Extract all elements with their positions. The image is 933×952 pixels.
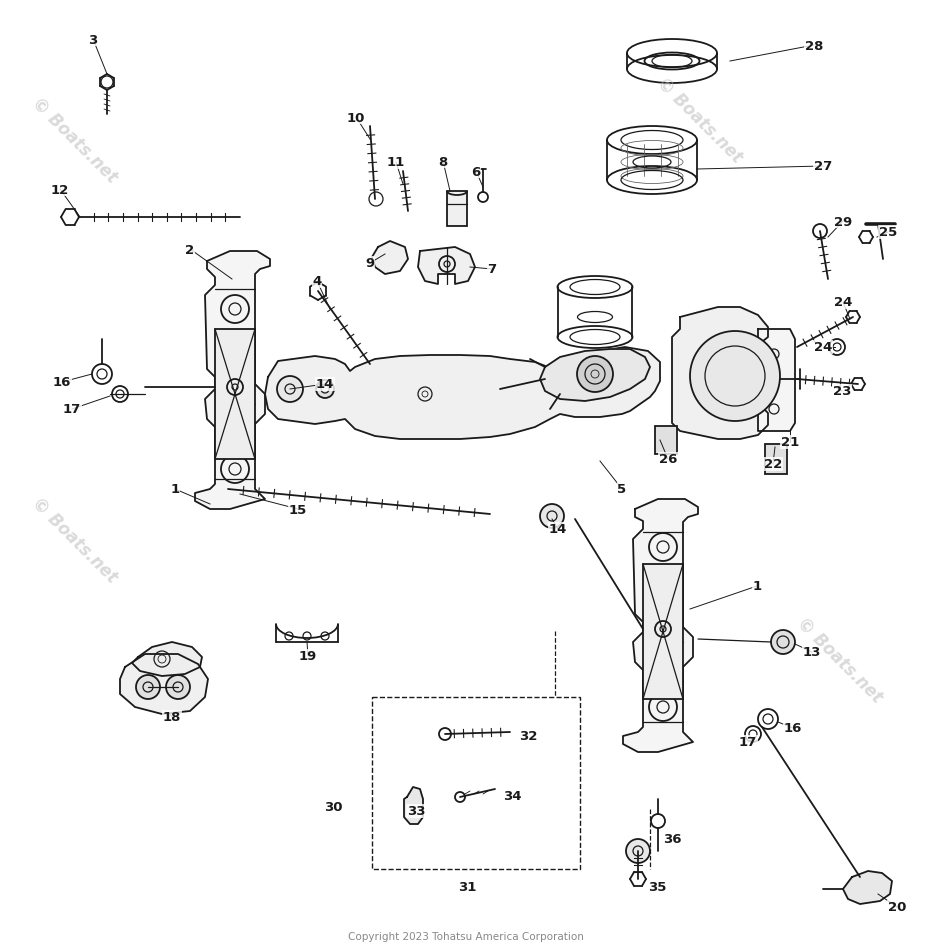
Text: 3: 3	[89, 33, 98, 47]
Circle shape	[136, 675, 160, 700]
Text: 8: 8	[439, 155, 448, 169]
Text: © Boats.net: © Boats.net	[654, 73, 746, 167]
Circle shape	[626, 839, 650, 863]
Bar	[643, 565, 683, 700]
Text: 35: 35	[648, 881, 666, 894]
Polygon shape	[672, 307, 768, 440]
Polygon shape	[195, 251, 270, 509]
Polygon shape	[758, 329, 795, 431]
Text: 5: 5	[618, 483, 627, 496]
Text: 31: 31	[458, 881, 476, 894]
Text: © Boats.net: © Boats.net	[29, 93, 121, 187]
Text: 9: 9	[366, 257, 374, 270]
Text: 2: 2	[186, 244, 195, 256]
Text: 29: 29	[834, 215, 852, 228]
Text: 24: 24	[814, 341, 832, 354]
Text: 1: 1	[171, 483, 179, 496]
Circle shape	[540, 505, 564, 528]
Text: 25: 25	[879, 227, 898, 239]
Text: 20: 20	[888, 901, 906, 914]
Text: 27: 27	[814, 160, 832, 173]
Circle shape	[277, 377, 303, 403]
Text: 36: 36	[662, 833, 681, 845]
Polygon shape	[623, 500, 698, 752]
Polygon shape	[843, 871, 892, 904]
Text: 7: 7	[487, 263, 496, 276]
Text: 6: 6	[471, 166, 480, 178]
Circle shape	[771, 630, 795, 654]
Polygon shape	[132, 643, 202, 676]
Text: 23: 23	[833, 386, 851, 398]
Text: 17: 17	[739, 736, 757, 748]
Text: 18: 18	[163, 711, 181, 724]
Text: 28: 28	[805, 39, 823, 52]
Text: © Boats.net: © Boats.net	[29, 493, 121, 585]
Text: © Boats.net: © Boats.net	[794, 613, 886, 705]
Text: 16: 16	[784, 722, 802, 735]
Text: 33: 33	[407, 804, 425, 818]
Polygon shape	[540, 349, 650, 402]
Text: 11: 11	[387, 156, 405, 169]
Bar	[215, 329, 255, 460]
Circle shape	[316, 381, 334, 399]
Text: 21: 21	[781, 436, 800, 449]
Polygon shape	[265, 347, 660, 440]
Text: 22: 22	[764, 458, 782, 471]
Text: Copyright 2023 Tohatsu America Corporation: Copyright 2023 Tohatsu America Corporati…	[348, 931, 584, 941]
Bar	[765, 445, 787, 474]
Text: 34: 34	[503, 789, 522, 803]
Text: 12: 12	[51, 184, 69, 196]
Circle shape	[577, 357, 613, 392]
Text: 14: 14	[549, 523, 567, 536]
Polygon shape	[404, 787, 423, 824]
Text: 32: 32	[519, 730, 537, 743]
Circle shape	[166, 675, 190, 700]
Text: 4: 4	[313, 275, 322, 288]
Text: 10: 10	[347, 111, 365, 125]
Text: 16: 16	[53, 376, 71, 389]
Bar	[372, 697, 580, 869]
Text: 14: 14	[315, 378, 334, 391]
Text: 17: 17	[63, 403, 81, 416]
Bar	[447, 191, 467, 227]
Text: 24: 24	[834, 296, 852, 309]
Bar	[655, 426, 677, 454]
Polygon shape	[120, 654, 208, 714]
Text: 15: 15	[289, 503, 307, 516]
Text: 1: 1	[752, 580, 761, 593]
Polygon shape	[372, 242, 408, 275]
Circle shape	[690, 331, 780, 422]
Polygon shape	[418, 248, 475, 285]
Text: 13: 13	[802, 645, 821, 659]
Text: 30: 30	[324, 801, 342, 814]
Text: 26: 26	[659, 453, 677, 466]
Text: 19: 19	[299, 650, 317, 663]
